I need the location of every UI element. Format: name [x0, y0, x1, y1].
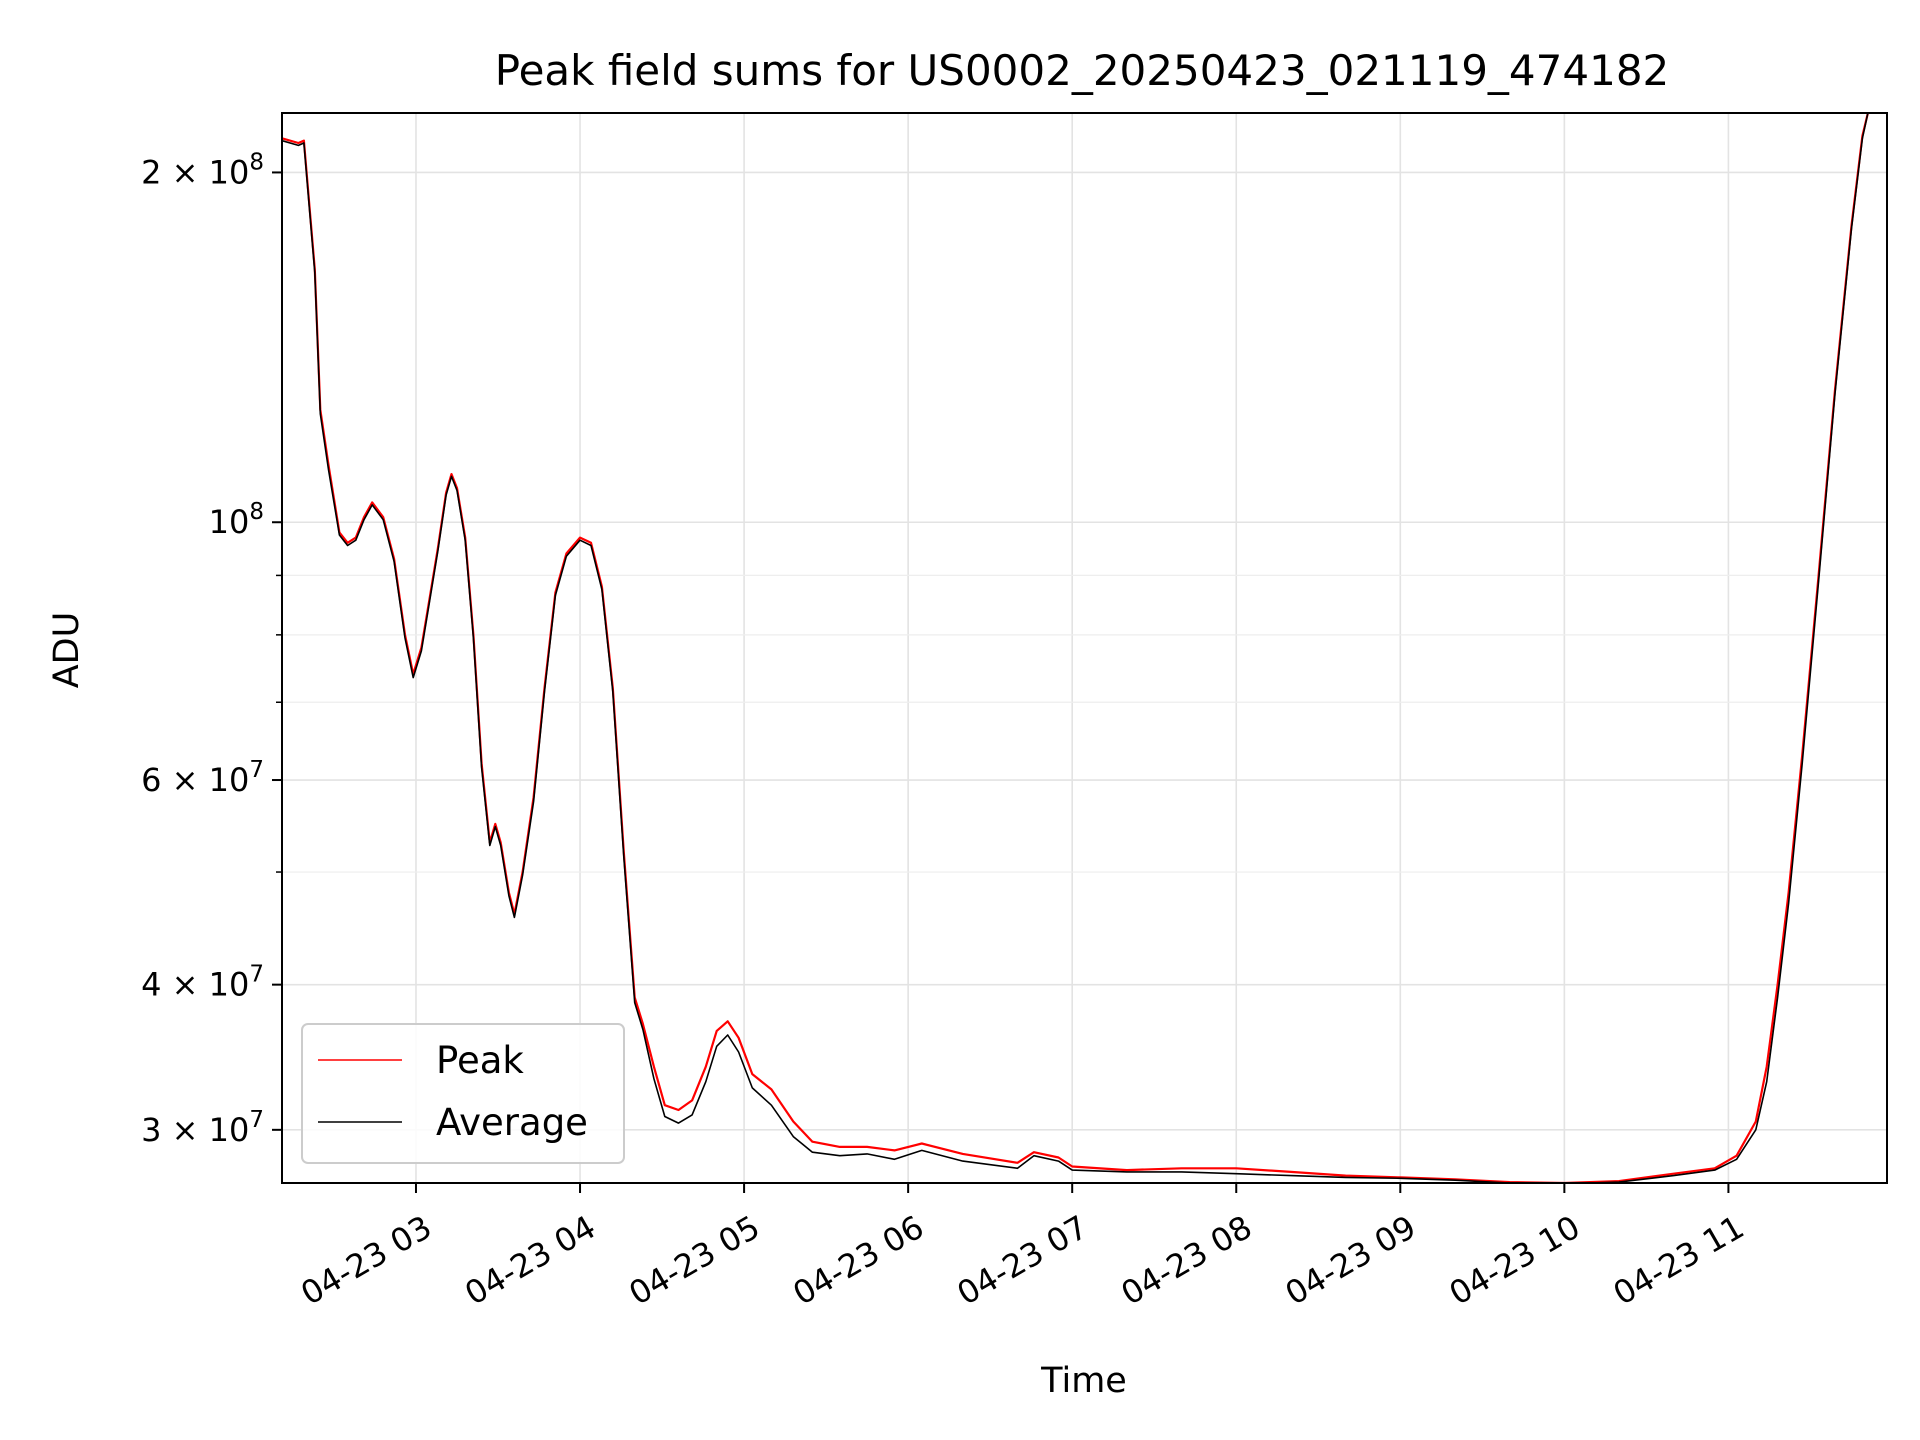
plot-lines	[282, 113, 1869, 1183]
y-tick-exponent: 7	[249, 1107, 264, 1133]
y-tick-exponent: 8	[249, 499, 264, 525]
plot-frame	[281, 112, 1888, 1184]
y-tick-label: 2 × 108	[141, 149, 264, 191]
y-tick-exponent: 7	[249, 962, 264, 988]
axes	[281, 112, 1888, 1184]
grid	[282, 113, 1887, 1183]
y-tick-base: 3 × 10	[141, 1111, 249, 1149]
y-tick-base: 4 × 10	[141, 966, 249, 1004]
y-tick-base: 6 × 10	[141, 761, 249, 799]
y-axis-label: ADU	[47, 612, 87, 689]
y-tick-label: 3 × 107	[141, 1107, 264, 1149]
legend: Peak Average	[301, 1023, 625, 1164]
legend-box	[301, 1023, 625, 1164]
y-tick-label: 6 × 107	[141, 757, 264, 799]
legend-label-average: Average	[436, 1101, 588, 1144]
legend-label-peak: Peak	[436, 1039, 524, 1082]
y-tick-exponent: 8	[249, 149, 264, 175]
y-tick-base: 10	[209, 503, 250, 541]
chart-title: Peak field sums for US0002_20250423_0211…	[495, 46, 1670, 95]
x-axis-label: Time	[1040, 1361, 1127, 1401]
y-tick-exponent: 7	[249, 757, 264, 783]
y-tick-label: 108	[209, 499, 264, 541]
y-tick-base: 2 × 10	[141, 153, 249, 191]
y-tick-label: 4 × 107	[141, 962, 264, 1004]
series-line-average	[282, 113, 1869, 1183]
